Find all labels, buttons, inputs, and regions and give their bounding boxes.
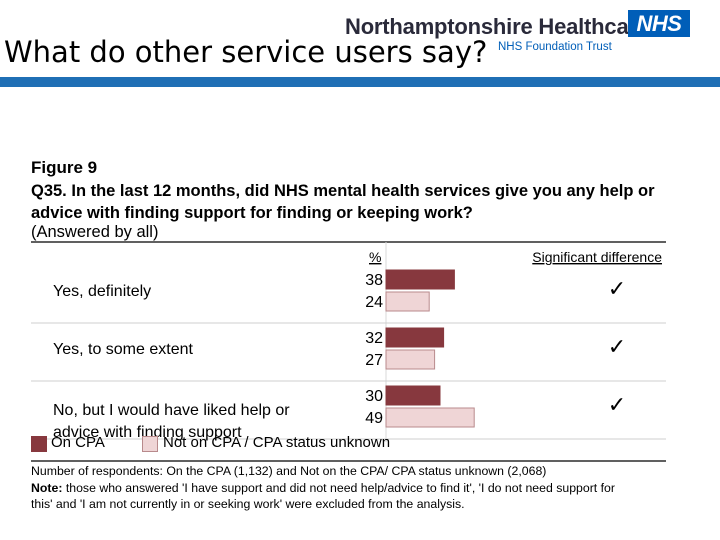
check-icon: ✓ bbox=[608, 335, 626, 360]
trust-name: NHS Foundation Trust bbox=[498, 41, 612, 53]
value-label: 30 bbox=[365, 388, 383, 405]
value-label: 27 bbox=[365, 352, 383, 369]
value-label: 38 bbox=[365, 272, 383, 289]
bar-not-on-cpa bbox=[385, 291, 430, 312]
figure-label: Figure 9 bbox=[31, 158, 98, 177]
category-label: advice with finding support bbox=[53, 424, 242, 441]
bar-on-cpa bbox=[385, 385, 441, 406]
significance-column-header: Significant difference bbox=[532, 249, 662, 265]
check-icon: ✓ bbox=[608, 393, 626, 418]
value-label: 49 bbox=[365, 410, 383, 427]
slide-title: What do other service users say? bbox=[4, 35, 488, 69]
percent-column-header: % bbox=[369, 249, 381, 265]
note-text-1: those who answered 'I have support and d… bbox=[62, 480, 615, 495]
org-name: Northamptonshire Healthcare bbox=[345, 14, 649, 39]
check-icon: ✓ bbox=[608, 277, 626, 302]
bar-on-cpa bbox=[385, 269, 455, 290]
category-label: Yes, to some extent bbox=[53, 341, 193, 358]
bar-on-cpa bbox=[385, 327, 445, 348]
answered-by-note: (Answered by all) bbox=[31, 223, 159, 241]
category-label: Yes, definitely bbox=[53, 283, 151, 300]
legend-label-not-on-cpa: Not on CPA / CPA status unknown bbox=[163, 434, 391, 451]
category-label: No, but I would have liked help or bbox=[53, 402, 290, 419]
legend-label-on-cpa: On CPA bbox=[51, 434, 105, 451]
title-divider bbox=[0, 77, 720, 87]
figure-question: Q35. In the last 12 months, did NHS ment… bbox=[31, 182, 655, 222]
respondents-note: Number of respondents: On the CPA (1,132… bbox=[31, 464, 547, 478]
note-label: Note: bbox=[31, 480, 63, 495]
value-label: 24 bbox=[365, 294, 383, 311]
bar-not-on-cpa bbox=[385, 407, 475, 428]
value-label: 32 bbox=[365, 330, 383, 347]
legend-swatch-not-on-cpa bbox=[142, 436, 158, 452]
legend-swatch-on-cpa bbox=[31, 436, 47, 452]
note-text-2: this' and 'I am not currently in or seek… bbox=[31, 497, 465, 511]
nhs-logo: NHS bbox=[628, 10, 690, 37]
bar-not-on-cpa bbox=[385, 349, 436, 370]
footnote: Number of respondents: On the CPA (1,132… bbox=[31, 463, 706, 513]
